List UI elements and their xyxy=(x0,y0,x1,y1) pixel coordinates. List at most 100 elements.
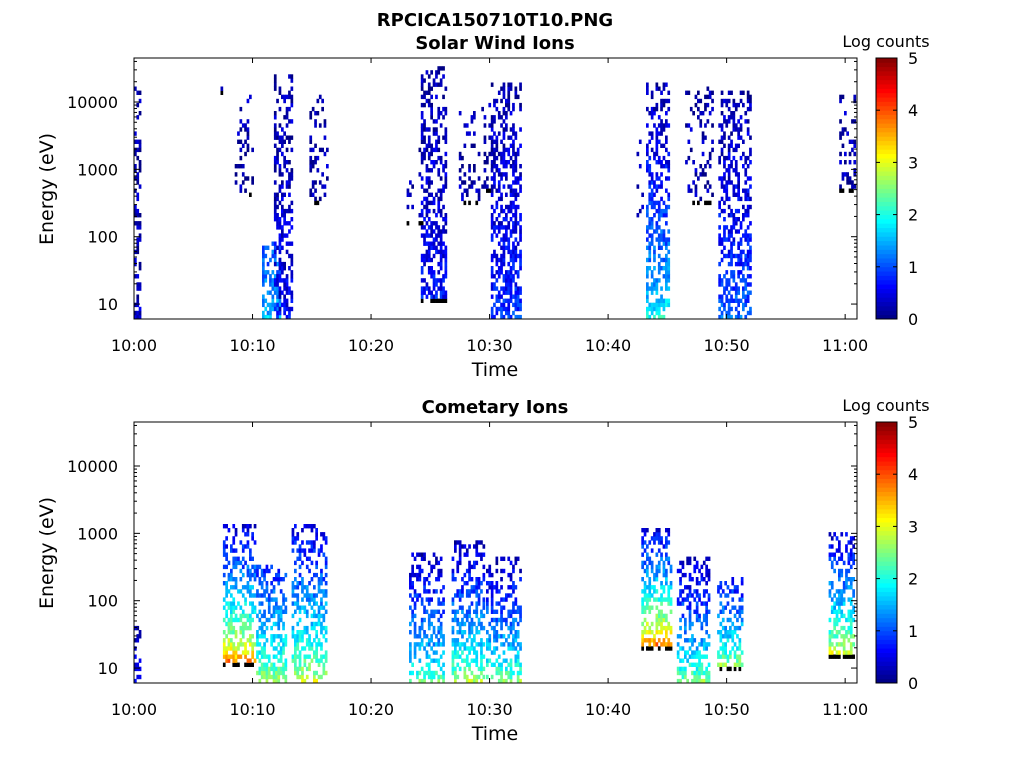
spectrogram-cell xyxy=(136,221,140,226)
spectrogram-cell xyxy=(324,609,328,614)
spectrogram-cell xyxy=(516,286,520,291)
spectrogram-cell xyxy=(432,670,436,676)
spectrogram-cell xyxy=(241,625,245,631)
figure-title: RPCICA150710T10.PNG xyxy=(377,10,613,31)
spectrogram-cell xyxy=(320,654,323,659)
spectrogram-cell xyxy=(720,310,724,316)
spectrogram-cell xyxy=(315,560,318,566)
spectrogram-cell xyxy=(655,532,659,537)
spectrogram-cell xyxy=(746,294,750,299)
spectrogram-cell xyxy=(519,188,522,193)
spectrogram-cell xyxy=(657,613,661,619)
spectrogram-cell xyxy=(138,160,142,165)
spectrogram-cell xyxy=(278,306,282,312)
spectrogram-cell xyxy=(444,257,448,263)
spectrogram-cell xyxy=(437,270,441,275)
spectrogram-cell xyxy=(284,674,288,680)
spectrogram-cell xyxy=(646,164,649,169)
spectrogram-cell xyxy=(273,74,277,79)
spectrogram-cell xyxy=(830,597,834,602)
spectrogram-cell xyxy=(514,245,518,250)
spectrogram-cell xyxy=(488,151,492,157)
spectrogram-cell xyxy=(849,646,853,651)
spectrogram-cell xyxy=(519,253,522,259)
colorbar-segment xyxy=(876,284,897,289)
spectrogram-cell xyxy=(227,654,231,659)
spectrogram-cell xyxy=(227,625,231,631)
spectrogram-cell xyxy=(253,540,257,545)
spectrogram-cell xyxy=(463,666,467,672)
colorbar-segment xyxy=(876,288,897,294)
spectrogram-cell xyxy=(418,634,422,639)
spectrogram-cell xyxy=(847,638,851,643)
spectrogram-cell xyxy=(475,650,479,655)
spectrogram-cell xyxy=(425,204,429,210)
spectrogram-cell xyxy=(322,552,326,557)
spectrogram-cell xyxy=(653,577,656,582)
spectrogram-cell xyxy=(281,302,284,308)
spectrogram-cell xyxy=(309,155,313,161)
spectrogram-cell xyxy=(232,540,236,545)
x-tick-label: 10:30 xyxy=(467,700,513,719)
spectrogram-cell xyxy=(425,609,429,614)
spectrogram-cell xyxy=(234,605,238,610)
colorbar-segment xyxy=(876,439,897,445)
spectrogram-cell xyxy=(733,585,737,590)
spectrogram-cell xyxy=(653,278,656,283)
spectrogram-cell xyxy=(418,670,422,676)
spectrogram-cell xyxy=(241,621,245,627)
spectrogram-cell xyxy=(493,151,496,157)
spectrogram-cell xyxy=(838,540,841,545)
spectrogram-cell xyxy=(662,568,666,574)
spectrogram-cell xyxy=(643,605,647,610)
spectrogram-cell xyxy=(699,164,703,169)
spectrogram-cell xyxy=(516,630,520,635)
spectrogram-cell xyxy=(425,70,429,75)
spectrogram-cell xyxy=(432,229,436,234)
spectrogram-cell xyxy=(265,617,269,623)
colorbar-segment xyxy=(876,578,897,584)
spectrogram-cell xyxy=(420,115,424,120)
spectrogram-cell xyxy=(514,164,518,169)
spectrogram-cell xyxy=(514,86,518,91)
spectrogram-cell xyxy=(276,294,279,299)
spectrogram-cell xyxy=(519,290,522,295)
spectrogram-cell xyxy=(427,90,431,95)
spectrogram-cell xyxy=(275,654,278,659)
colorbar-segment xyxy=(876,665,897,671)
spectrogram-cell xyxy=(500,568,503,574)
colorbar-segment xyxy=(876,201,897,207)
colorbar-segment xyxy=(876,569,897,575)
spectrogram-cell xyxy=(500,196,503,202)
spectrogram-cell xyxy=(842,589,846,594)
spectrogram-cell xyxy=(272,670,276,676)
spectrogram-cell xyxy=(730,131,733,136)
spectrogram-cell xyxy=(676,670,680,676)
spectrogram-cell xyxy=(488,102,492,108)
spectrogram-cell xyxy=(322,577,326,582)
colorbar-segment xyxy=(876,214,897,220)
spectrogram-cell xyxy=(136,102,140,108)
spectrogram-cell xyxy=(324,625,328,631)
spectrogram-cell xyxy=(497,290,501,295)
spectrogram-cell xyxy=(283,278,286,283)
spectrogram-cell xyxy=(278,257,282,263)
spectrogram-cell xyxy=(519,249,522,255)
spectrogram-cell xyxy=(691,621,694,627)
spectrogram-cell xyxy=(736,625,739,631)
spectrogram-cell xyxy=(442,188,445,193)
spectrogram-cell xyxy=(684,621,687,627)
spectrogram-cell xyxy=(470,577,474,582)
spectrogram-cell xyxy=(839,160,842,165)
spectrogram-cell xyxy=(227,617,231,623)
spectrogram-cell xyxy=(842,634,846,639)
spectrogram-cell xyxy=(277,568,281,574)
spectrogram-cell xyxy=(744,294,748,299)
spectrogram-cell xyxy=(468,176,471,181)
spectrogram-cell xyxy=(502,164,506,169)
spectrogram-cell xyxy=(432,160,436,165)
colorbar-segment xyxy=(876,656,897,662)
spectrogram-cell xyxy=(723,237,726,242)
spectrogram-cell xyxy=(234,532,238,537)
spectrogram-cell xyxy=(848,139,852,144)
